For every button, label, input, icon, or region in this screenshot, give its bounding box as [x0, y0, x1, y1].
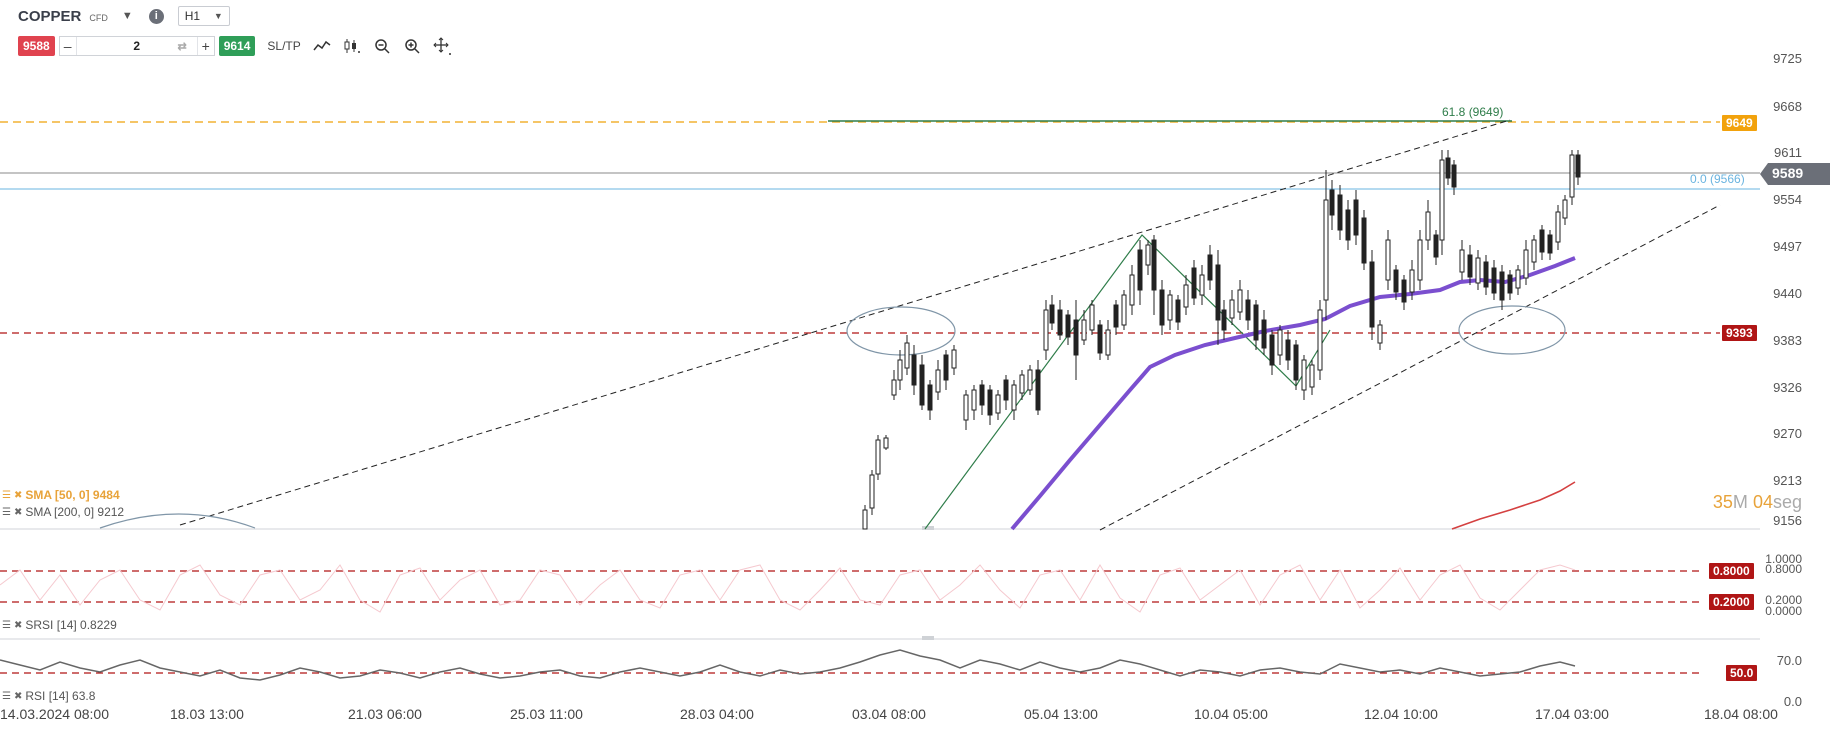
- lower-trendline[interactable]: [1099, 204, 1721, 531]
- decrease-quantity-button[interactable]: –: [63, 38, 72, 54]
- instrument-toolbar: COPPER CFD ▼ i H1 ▼: [18, 4, 230, 28]
- fib-0-label: 0.0 (9566): [1690, 172, 1745, 186]
- date-axis-label: 18.03 13:00: [170, 706, 244, 722]
- zoom-in-icon[interactable]: [401, 36, 423, 56]
- fib-price-tag: 9649: [1722, 115, 1757, 131]
- panel-resize-handle[interactable]: [922, 636, 934, 640]
- rsi-mid-tag: 50.0: [1726, 665, 1758, 681]
- date-axis-label: 14.03.2024 08:00: [0, 706, 109, 722]
- candle-countdown: 35M 04seg: [1712, 492, 1802, 512]
- date-axis-label: 21.03 06:00: [348, 706, 422, 722]
- symbol-dropdown-icon[interactable]: ▼: [121, 10, 133, 22]
- chevron-down-icon: ▼: [213, 11, 223, 21]
- price-axis-label: 9213: [1773, 473, 1802, 488]
- line-chart-icon[interactable]: [311, 36, 333, 56]
- swap-icon[interactable]: ⇄: [177, 40, 187, 53]
- settings-icon[interactable]: ☰: [2, 489, 11, 501]
- price-axis-label: 9611: [1774, 145, 1802, 160]
- rsi-legend[interactable]: ☰ ✖ RSI [14] 63.8: [2, 689, 96, 703]
- fib-618-label: 61.8 (9649): [1442, 105, 1504, 119]
- highlight-ellipse[interactable]: [99, 513, 256, 529]
- price-axis-label: 9668: [1773, 99, 1802, 114]
- price-axis-label: 9440: [1773, 286, 1802, 301]
- quantity-value: 2: [133, 39, 141, 53]
- move-icon[interactable]: [431, 36, 453, 56]
- srsi-high-tag: 0.8000: [1709, 563, 1754, 579]
- price-axis-label: 9326: [1773, 380, 1802, 395]
- symbol-type: CFD: [89, 12, 108, 23]
- date-axis-label: 18.04 08:00: [1704, 706, 1778, 722]
- current-price-tag: 9589: [1760, 163, 1830, 190]
- close-icon[interactable]: ✖: [13, 619, 23, 631]
- candlestick-icon[interactable]: [341, 36, 363, 56]
- quantity-stepper: – 2 ⇄ +: [58, 36, 215, 56]
- sltp-button[interactable]: SL/TP: [267, 39, 301, 53]
- price-axis-label: 9383: [1773, 333, 1802, 348]
- srsi-axis-label: 0.2000: [1765, 593, 1802, 607]
- support-price-tag: 9393: [1722, 325, 1757, 341]
- panel-resize-handle[interactable]: [922, 526, 934, 530]
- candles[interactable]: [862, 150, 1581, 530]
- date-axis-label: 28.03 04:00: [680, 706, 754, 722]
- price-axis-label: 9156: [1773, 513, 1802, 528]
- wave-zigzag[interactable]: [924, 234, 1331, 530]
- info-icon[interactable]: i: [148, 8, 164, 24]
- sma200-line[interactable]: [1451, 481, 1576, 530]
- srsi-axis-label: 1.0000: [1765, 552, 1802, 566]
- settings-icon[interactable]: ☰: [2, 506, 11, 518]
- sma50-line[interactable]: [1010, 256, 1576, 531]
- srsi-low-tag: 0.2000: [1709, 594, 1754, 610]
- settings-icon[interactable]: ☰: [2, 619, 11, 631]
- price-axis-label: 9497: [1773, 239, 1802, 254]
- srsi-legend[interactable]: ☰ ✖ SRSI [14] 0.8229: [2, 618, 117, 632]
- increase-quantity-button[interactable]: +: [201, 38, 210, 54]
- srsi-axis-label: 0.8000: [1765, 562, 1802, 576]
- buy-button[interactable]: 9614: [218, 36, 256, 56]
- rsi-line[interactable]: [0, 649, 1576, 681]
- date-axis-label: 12.04 10:00: [1364, 706, 1438, 722]
- close-icon[interactable]: ✖: [13, 506, 23, 518]
- trade-toolbar: 9588 – 2 ⇄ + 9614 SL/TP: [18, 34, 461, 58]
- settings-icon[interactable]: ☰: [2, 690, 11, 702]
- sell-button[interactable]: 9588: [18, 36, 55, 56]
- rsi-axis-label: 70.0: [1776, 653, 1802, 668]
- date-axis-label: 10.04 05:00: [1194, 706, 1268, 722]
- price-axis-label: 9270: [1773, 426, 1802, 441]
- srsi-line[interactable]: [0, 564, 1576, 613]
- zoom-out-icon[interactable]: [371, 36, 393, 56]
- sma50-legend[interactable]: ☰ ✖ SMA [50, 0] 9484: [2, 488, 120, 502]
- highlight-ellipse[interactable]: [1458, 305, 1566, 355]
- quantity-input[interactable]: 2 ⇄: [75, 37, 198, 55]
- timeframe-value: H1: [184, 9, 201, 23]
- upper-trendline[interactable]: [179, 119, 1511, 526]
- date-axis-label: 17.04 03:00: [1535, 706, 1609, 722]
- date-axis-label: 05.04 13:00: [1024, 706, 1098, 722]
- close-icon[interactable]: ✖: [13, 489, 23, 501]
- date-axis-label: 03.04 08:00: [852, 706, 926, 722]
- date-axis-label: 25.03 11:00: [510, 706, 583, 722]
- timeframe-select[interactable]: H1 ▼: [177, 6, 230, 26]
- close-icon[interactable]: ✖: [13, 690, 23, 702]
- price-axis-label: 9554: [1773, 192, 1802, 207]
- rsi-axis-label: 0.0: [1783, 694, 1802, 709]
- highlight-ellipse[interactable]: [846, 306, 956, 356]
- srsi-axis-label: 0.0000: [1765, 604, 1802, 618]
- price-axis-label: 9725: [1773, 51, 1802, 66]
- sma200-legend[interactable]: ☰ ✖ SMA [200, 0] 9212: [2, 505, 125, 519]
- symbol-name[interactable]: COPPER: [18, 7, 82, 25]
